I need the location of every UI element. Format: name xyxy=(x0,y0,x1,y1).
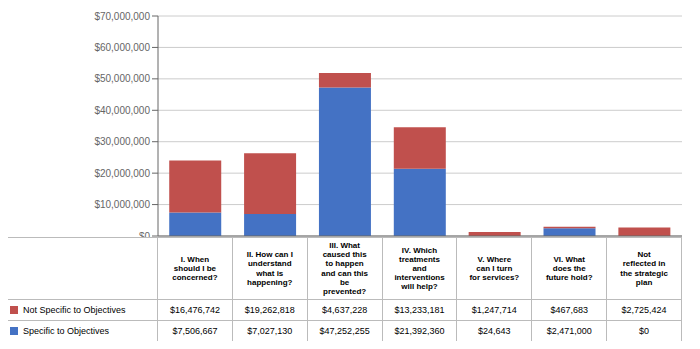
html-text:$2,725,424: $2,725,424 xyxy=(621,305,667,315)
html-text:does the: does the xyxy=(552,263,586,273)
html-text:$16,476,742: $16,476,742 xyxy=(169,305,220,315)
html-text:understand: understand xyxy=(248,259,292,269)
html-text:be: be xyxy=(340,277,350,287)
html-text:$7,506,667: $7,506,667 xyxy=(172,326,218,336)
html-text:$21,392,360: $21,392,360 xyxy=(394,326,445,336)
html-text:will help?: will help? xyxy=(401,282,438,292)
html-text:the strategic: the strategic xyxy=(620,268,668,278)
html-text:IV. Which: IV. Which xyxy=(401,245,438,255)
html-text:concerned?: concerned? xyxy=(172,273,218,283)
html-text:$47,252,255: $47,252,255 xyxy=(319,326,370,336)
html-text:$4,637,228: $4,637,228 xyxy=(322,305,368,315)
html-text:reflected in: reflected in xyxy=(622,259,666,269)
svg-text:$40,000,000: $40,000,000 xyxy=(94,105,150,116)
html-text:treatments: treatments xyxy=(399,254,440,264)
html-text:and can this: and can this xyxy=(321,268,368,278)
html-text:plan: plan xyxy=(635,277,653,287)
html-text:$467,683: $467,683 xyxy=(550,305,588,315)
html-text:caused this: caused this xyxy=(322,250,367,260)
svg-text:$30,000,000: $30,000,000 xyxy=(94,136,150,147)
html-text:$1,247,714: $1,247,714 xyxy=(471,305,517,315)
svg-text:$10,000,000: $10,000,000 xyxy=(94,199,150,210)
html-text:to happen: to happen xyxy=(325,259,364,269)
html-text:$7,027,130: $7,027,130 xyxy=(247,326,293,336)
svg-text:$0: $0 xyxy=(139,231,151,237)
svg-text:$20,000,000: $20,000,000 xyxy=(94,168,150,179)
html-text:prevented?: prevented? xyxy=(323,286,367,296)
html-text:should I be: should I be xyxy=(173,263,216,273)
svg-text:$50,000,000: $50,000,000 xyxy=(94,73,150,84)
svg-text:$60,000,000: $60,000,000 xyxy=(94,42,150,53)
html-text:$0: $0 xyxy=(639,326,650,336)
html-text:III. What: III. What xyxy=(329,240,360,250)
html-text:II. How can I: II. How can I xyxy=(246,250,293,260)
html-text:can I turn: can I turn xyxy=(476,263,513,273)
html-text:for services?: for services? xyxy=(469,273,520,283)
html-text:$24,643: $24,643 xyxy=(478,326,511,336)
html-text:and: and xyxy=(412,263,427,273)
html-text:happening?: happening? xyxy=(247,277,293,287)
html-text:what is: what is xyxy=(256,268,284,278)
svg-text:$70,000,000: $70,000,000 xyxy=(94,11,150,22)
html-text:interventions: interventions xyxy=(394,273,445,283)
html-text:Not Specific to Objectives: Not Specific to Objectives xyxy=(23,305,126,315)
html-text:$19,262,818: $19,262,818 xyxy=(244,305,295,315)
html-text:I. When: I. When xyxy=(180,254,210,264)
html-text:$13,233,181: $13,233,181 xyxy=(394,305,445,315)
html-text:V. Where: V. Where xyxy=(477,254,512,264)
html-text:$2,471,000: $2,471,000 xyxy=(546,326,592,336)
html-text:Specific to Objectives: Specific to Objectives xyxy=(23,326,109,336)
html-text:future hold?: future hold? xyxy=(545,273,593,283)
html-text:VI. What: VI. What xyxy=(553,254,585,264)
html-text:Not: Not xyxy=(637,250,651,260)
